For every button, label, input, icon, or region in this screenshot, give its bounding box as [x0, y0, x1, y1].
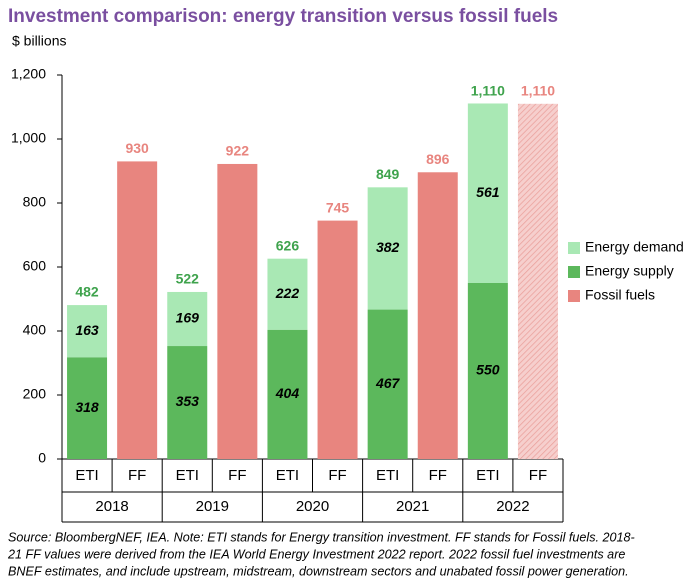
y-tick-label: 400: [23, 322, 47, 338]
y-tick-label: 0: [38, 450, 46, 466]
chart-title: Investment comparison: energy transition…: [8, 6, 558, 27]
legend-label: Energy supply: [585, 263, 674, 279]
y-tick-label: 1,000: [11, 130, 46, 146]
bar-segment: [367, 309, 408, 459]
bar-segment: [517, 103, 558, 460]
bar-segment: [267, 258, 308, 330]
source-note: 21 FF values were derived from the IEA W…: [7, 547, 625, 561]
bar-total-label: 922: [226, 143, 250, 159]
legend-swatch: [568, 290, 580, 302]
source-note: BNEF estimates, and include upstream, mi…: [8, 564, 629, 578]
legend-label: Energy demand: [585, 239, 684, 255]
bar-segment: [267, 329, 308, 459]
legend-swatch: [568, 242, 580, 254]
bar-segment: [467, 103, 508, 283]
bar-segment: [467, 283, 508, 459]
bar-segment: [167, 346, 208, 459]
x-tick-label: FF: [429, 467, 447, 484]
y-tick-label: 1,200: [11, 66, 46, 82]
source-note: Source: BloombergNEF, IEA. Note: ETI sta…: [8, 530, 635, 544]
legend-swatch: [568, 266, 580, 278]
y-axis-label: $ billions: [12, 33, 66, 49]
bar-total-label: 896: [426, 151, 450, 167]
x-tick-label: ETI: [276, 467, 299, 484]
bar-total-label: 849: [376, 166, 400, 182]
segment-label: 550: [476, 362, 500, 378]
x-tick-label: FF: [328, 467, 346, 484]
bar-total-label: 522: [176, 271, 200, 287]
segment-label: 404: [275, 385, 300, 401]
x-tick-label: ETI: [476, 467, 499, 484]
bar-segment: [317, 220, 358, 459]
group-label: 2020: [296, 498, 329, 515]
y-tick-label: 600: [23, 258, 47, 274]
bar-segment: [167, 291, 208, 347]
segment-label: 222: [275, 285, 300, 301]
segment-label: 561: [476, 184, 500, 200]
bar-segment: [117, 161, 158, 459]
bar-total-label: 1,110: [471, 83, 505, 99]
x-tick-label: FF: [128, 467, 146, 484]
bar-segment: [67, 305, 108, 358]
segment-label: 163: [75, 322, 99, 338]
bar-segment: [67, 357, 108, 459]
x-tick-label: FF: [529, 467, 547, 484]
segment-label: 467: [375, 375, 401, 391]
y-tick-label: 800: [23, 194, 47, 210]
segment-label: 353: [176, 393, 200, 409]
group-label: 2021: [396, 498, 429, 515]
group-label: 2018: [95, 498, 128, 515]
bar-total-label: 626: [276, 237, 300, 253]
bar-segment: [217, 163, 258, 459]
bar-segment: [417, 172, 458, 459]
segment-label: 382: [376, 239, 400, 255]
bar-total-label: 1,110: [521, 83, 555, 99]
x-tick-label: ETI: [176, 467, 199, 484]
bar-segment: [367, 187, 408, 310]
legend-label: Fossil fuels: [585, 287, 655, 303]
bar-total-label: 482: [75, 283, 99, 299]
group-label: 2019: [196, 498, 229, 515]
x-tick-label: ETI: [75, 467, 98, 484]
segment-label: 169: [176, 310, 200, 326]
segment-label: 318: [75, 399, 99, 415]
y-tick-label: 200: [23, 386, 47, 402]
bar-total-label: 930: [125, 140, 149, 156]
group-label: 2022: [496, 498, 529, 515]
x-tick-label: FF: [228, 467, 246, 484]
bar-total-label: 745: [326, 199, 350, 215]
x-tick-label: ETI: [376, 467, 399, 484]
